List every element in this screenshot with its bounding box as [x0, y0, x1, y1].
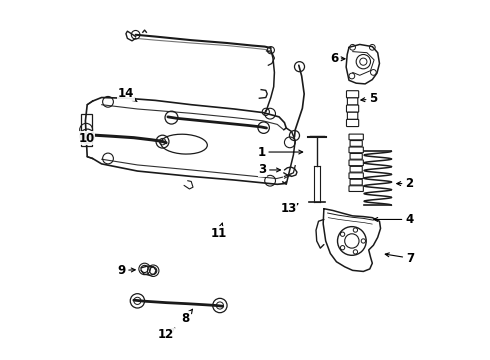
Text: 13: 13 — [281, 202, 298, 215]
Text: 5: 5 — [361, 93, 377, 105]
FancyBboxPatch shape — [346, 91, 359, 98]
Text: 2: 2 — [397, 177, 413, 190]
Text: 3: 3 — [258, 163, 280, 176]
Text: 8: 8 — [182, 309, 193, 325]
Text: 11: 11 — [211, 223, 227, 239]
FancyBboxPatch shape — [349, 147, 364, 153]
Text: 14: 14 — [118, 87, 137, 102]
FancyBboxPatch shape — [346, 120, 359, 127]
FancyBboxPatch shape — [349, 160, 364, 166]
FancyBboxPatch shape — [349, 186, 364, 192]
FancyBboxPatch shape — [350, 140, 362, 146]
FancyBboxPatch shape — [350, 166, 362, 172]
Text: 1: 1 — [257, 145, 303, 158]
Text: 9: 9 — [117, 264, 135, 277]
FancyBboxPatch shape — [350, 179, 362, 185]
FancyBboxPatch shape — [347, 112, 358, 120]
Text: 10: 10 — [78, 131, 95, 145]
Text: 4: 4 — [374, 213, 414, 226]
FancyBboxPatch shape — [346, 105, 359, 112]
FancyBboxPatch shape — [350, 153, 362, 159]
Text: 7: 7 — [385, 252, 414, 265]
FancyBboxPatch shape — [349, 134, 364, 140]
FancyBboxPatch shape — [347, 98, 358, 105]
FancyBboxPatch shape — [349, 173, 364, 179]
Text: 6: 6 — [330, 52, 345, 65]
Text: 12: 12 — [158, 328, 175, 341]
